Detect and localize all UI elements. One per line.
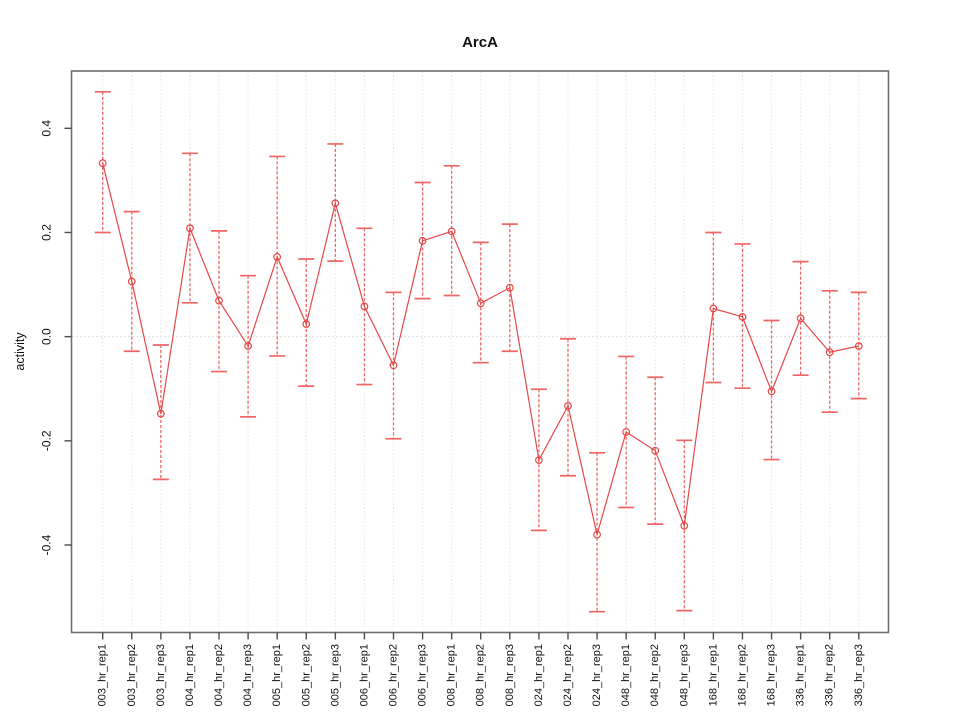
x-axis-tick-label: 003_hr_rep3 [155, 644, 167, 706]
x-axis-tick-label: 004_hr_rep3 [242, 644, 254, 706]
data-point [418, 236, 427, 245]
x-axis-tick-label: 336_hr_rep3 [853, 644, 865, 706]
x-axis-tick-label: 048_hr_rep3 [678, 644, 690, 706]
y-axis-label: activity [13, 332, 27, 371]
x-axis-tick-label: 006_hr_rep1 [358, 644, 370, 706]
data-point [127, 277, 136, 286]
data-point [651, 446, 660, 455]
y-axis-tick-label: -0.4 [40, 534, 54, 555]
x-axis-tick-label: 005_hr_rep2 [300, 644, 312, 706]
data-point [767, 387, 776, 396]
x-axis-tick-label: 024_hr_rep1 [533, 644, 545, 706]
x-axis-tick-label: 048_hr_rep2 [649, 644, 661, 706]
data-point [709, 304, 718, 313]
data-point [564, 402, 572, 410]
y-axis-tick-label: -0.2 [40, 430, 54, 451]
data-point [476, 299, 485, 308]
x-axis-tick-label: 006_hr_rep3 [417, 644, 429, 706]
data-point [535, 456, 543, 464]
x-axis-tick-label: 168_hr_rep1 [707, 644, 719, 706]
data-point [244, 342, 253, 350]
x-axis-tick-label: 024_hr_rep2 [562, 644, 574, 706]
data-point [389, 361, 398, 370]
data-point [360, 302, 369, 311]
data-point [505, 283, 514, 292]
data-point [680, 521, 689, 530]
y-axis-tick-label: 0.0 [40, 328, 54, 345]
series-line [102, 163, 859, 535]
data-point [156, 409, 165, 418]
data-point [98, 159, 107, 168]
data-point [854, 342, 863, 350]
plot-border [70, 70, 890, 634]
x-axis-tick-label: 168_hr_rep3 [766, 644, 778, 706]
data-point [331, 199, 340, 208]
y-axis-tick-label: 0.4 [40, 120, 54, 137]
x-axis-tick-label: 006_hr_rep2 [388, 644, 400, 706]
chart-title: ArcA [462, 34, 498, 51]
x-axis-tick-label: 004_hr_rep2 [213, 644, 225, 706]
x-axis-tick-label: 048_hr_rep1 [620, 644, 632, 706]
x-axis-tick-label: 005_hr_rep1 [271, 644, 283, 706]
x-axis-tick-label: 008_hr_rep3 [504, 644, 516, 706]
data-point [796, 314, 805, 323]
data-point [622, 428, 631, 436]
x-axis-tick-label: 168_hr_rep2 [736, 644, 748, 706]
x-axis-tick-label: 008_hr_rep1 [446, 644, 458, 706]
data-point [186, 224, 194, 233]
x-axis-tick-label: 003_hr_rep1 [97, 644, 109, 706]
data-point [825, 348, 834, 357]
x-axis-tick-label: 336_hr_rep1 [795, 644, 807, 706]
x-axis-tick-label: 004_hr_rep1 [184, 644, 196, 706]
data-point [273, 253, 282, 261]
data-point [593, 530, 601, 539]
x-axis-tick-label: 008_hr_rep2 [475, 644, 487, 706]
y-axis-tick-label: 0.2 [40, 224, 54, 241]
data-point [302, 320, 311, 329]
x-axis-tick-label: 024_hr_rep3 [591, 644, 603, 706]
x-axis-tick-label: 005_hr_rep3 [329, 644, 341, 706]
x-axis-tick-label: 336_hr_rep2 [824, 644, 836, 706]
x-axis-tick-label: 003_hr_rep2 [126, 644, 138, 706]
data-point [215, 296, 223, 305]
data-point [447, 227, 456, 236]
data-point [738, 312, 747, 321]
